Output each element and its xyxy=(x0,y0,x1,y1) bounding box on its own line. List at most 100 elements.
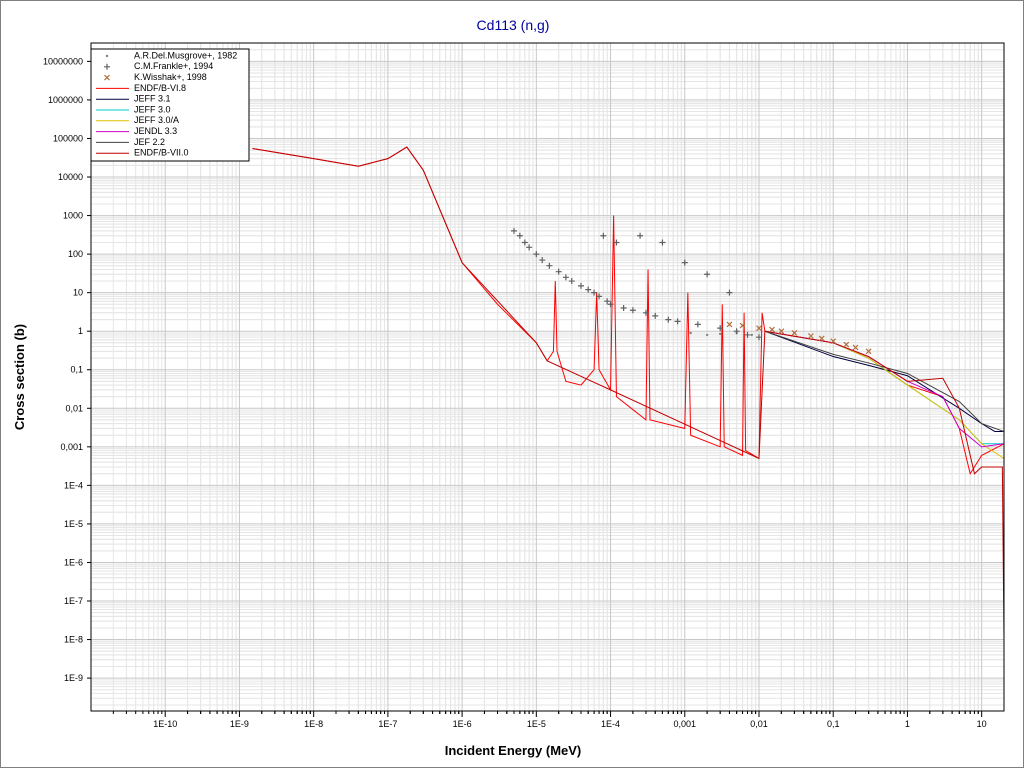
data-point xyxy=(562,274,569,281)
data-point xyxy=(852,344,859,351)
x-axis-label: Incident Energy (MeV) xyxy=(445,743,582,758)
x-tick-label: 0,01 xyxy=(750,719,768,729)
y-tick-label: 1000000 xyxy=(48,95,83,105)
y-tick-label: 10000000 xyxy=(43,56,83,66)
data-point xyxy=(717,325,724,332)
data-point xyxy=(642,309,649,316)
x-tick-label: 1E-7 xyxy=(378,719,397,729)
x-tick-label: 1 xyxy=(905,719,910,729)
data-point xyxy=(674,318,681,325)
data-point xyxy=(756,325,762,332)
x-tick-label: 10 xyxy=(977,719,987,729)
data-point xyxy=(778,328,785,335)
data-point xyxy=(755,334,762,341)
data-point xyxy=(681,259,688,266)
y-tick-label: 1E-6 xyxy=(64,557,83,567)
data-point xyxy=(555,268,562,275)
data-point xyxy=(510,227,517,234)
legend-label: A.R.Del.Musgrove+, 1982 xyxy=(134,50,237,60)
data-point xyxy=(105,54,109,58)
legend-label: ENDF/B-VI.8 xyxy=(134,83,186,93)
series-line xyxy=(764,330,1004,432)
data-point xyxy=(830,338,837,345)
data-point xyxy=(596,293,603,300)
plot-layer xyxy=(252,146,1004,640)
data-point xyxy=(665,316,672,323)
y-tick-label: 1E-7 xyxy=(64,596,83,606)
x-tick-label: 0,1 xyxy=(827,719,840,729)
data-point xyxy=(769,326,775,333)
data-point xyxy=(585,286,592,293)
data-point xyxy=(726,321,733,328)
data-point xyxy=(568,278,575,285)
data-point xyxy=(843,341,850,348)
series-line xyxy=(252,146,1004,640)
data-point xyxy=(539,257,546,264)
data-point xyxy=(718,332,722,336)
y-tick-label: 100 xyxy=(68,249,83,259)
y-tick-label: 100000 xyxy=(53,133,83,143)
legend-label: C.M.Frankle+, 1994 xyxy=(134,61,213,71)
data-point xyxy=(726,289,733,296)
y-tick-label: 0,001 xyxy=(60,442,83,452)
data-point xyxy=(694,321,701,328)
data-point xyxy=(578,282,585,289)
x-tick-label: 1E-8 xyxy=(304,719,323,729)
data-point xyxy=(733,328,740,335)
y-tick-label: 1000 xyxy=(63,211,83,221)
y-tick-label: 1E-9 xyxy=(64,673,83,683)
legend-label: ENDF/B-VII.0 xyxy=(134,148,189,158)
data-point xyxy=(521,239,528,246)
data-point xyxy=(546,262,553,269)
data-point xyxy=(604,298,611,305)
data-point xyxy=(613,239,620,246)
x-tick-label: 0,001 xyxy=(674,719,697,729)
data-point xyxy=(652,312,659,319)
data-point xyxy=(739,322,746,329)
data-point xyxy=(637,232,644,239)
x-tick-label: 1E-4 xyxy=(601,719,620,729)
legend-label: JEFF 3.0/A xyxy=(134,115,179,125)
data-point xyxy=(629,307,636,314)
data-point xyxy=(705,333,709,337)
legend-label: JEF 2.2 xyxy=(134,137,165,147)
data-point xyxy=(750,333,754,337)
y-tick-label: 1 xyxy=(78,326,83,336)
data-point xyxy=(526,244,533,251)
data-point xyxy=(104,63,110,70)
y-tick-label: 1E-5 xyxy=(64,519,83,529)
data-point xyxy=(533,251,540,258)
data-point xyxy=(689,331,692,335)
plot-border xyxy=(90,42,1005,712)
data-point xyxy=(607,301,614,308)
x-tick-label: 1E-6 xyxy=(453,719,472,729)
data-point xyxy=(818,335,825,342)
data-point xyxy=(865,348,872,355)
series-line xyxy=(764,330,1004,432)
legend-label: JEFF 3.0 xyxy=(134,104,171,114)
y-axis-label: Cross section (b) xyxy=(12,324,27,430)
data-point xyxy=(791,330,798,336)
data-point xyxy=(104,74,110,81)
y-tick-label: 1E-4 xyxy=(64,480,83,490)
y-tick-label: 0,1 xyxy=(70,365,83,375)
y-tick-label: 10000 xyxy=(58,172,83,182)
data-point xyxy=(659,239,666,246)
legend-label: JEFF 3.1 xyxy=(134,94,171,104)
x-tick-label: 1E-9 xyxy=(230,719,249,729)
y-tick-label: 10 xyxy=(73,288,83,298)
data-point xyxy=(620,304,627,311)
x-tick-label: 1E-10 xyxy=(153,719,177,729)
y-tick-label: 1E-8 xyxy=(64,635,83,645)
x-tick-label: 1E-5 xyxy=(527,719,546,729)
y-tick-label: 0,01 xyxy=(65,403,83,413)
data-point xyxy=(600,232,607,239)
legend-label: JENDL 3.3 xyxy=(134,126,177,136)
data-point xyxy=(591,289,598,296)
data-point xyxy=(704,271,711,278)
data-point xyxy=(744,331,751,338)
data-point xyxy=(807,333,814,339)
data-point xyxy=(516,232,523,239)
